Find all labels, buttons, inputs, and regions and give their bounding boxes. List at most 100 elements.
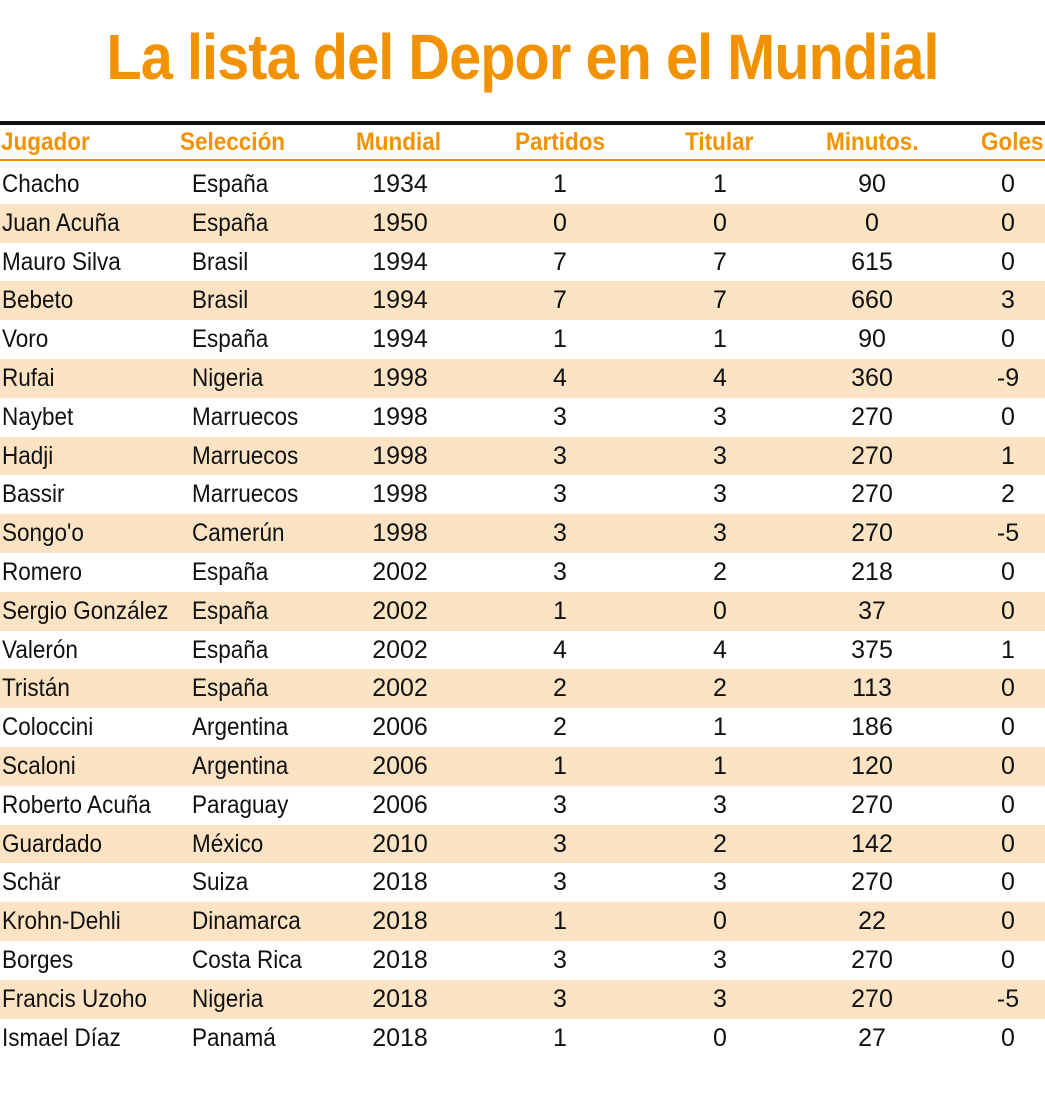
cell-partidos: 0 (553, 208, 567, 237)
cell-titular: 1 (713, 751, 727, 780)
table-row: Juan Acuña España 1950 0 0 0 0 (0, 203, 1045, 243)
cell-titular: 2 (713, 829, 727, 858)
cell-titular: 7 (713, 247, 727, 276)
cell-goles: 0 (1001, 325, 1015, 354)
cell-goles: 0 (1001, 674, 1015, 703)
cell-jugador: Francis Uzoho (2, 984, 148, 1013)
cell-minutos: 375 (851, 635, 893, 664)
cell-goles: 0 (1001, 208, 1015, 237)
cell-minutos: 270 (851, 519, 893, 548)
cell-mundial: 2018 (372, 945, 428, 974)
cell-jugador: Romero (2, 557, 83, 586)
table-row: Valerón España 2002 4 4 375 1 (0, 631, 1045, 670)
cell-minutos: 270 (851, 790, 893, 819)
cell-mundial: 2006 (372, 713, 428, 742)
cell-goles: 0 (1001, 1023, 1015, 1052)
table-row: Francis Uzoho Nigeria 2018 3 3 270 -5 (0, 979, 1045, 1019)
cell-partidos: 3 (553, 557, 567, 586)
cell-partidos: 1 (553, 907, 567, 936)
cell-seleccion: Marruecos (192, 441, 299, 470)
cell-jugador: Mauro Silva (2, 247, 121, 276)
cell-mundial: 1994 (372, 286, 428, 315)
header-jugador: Jugador (1, 128, 90, 156)
cell-seleccion: Marruecos (192, 480, 299, 509)
table-row: Hadji Marruecos 1998 3 3 270 1 (0, 436, 1045, 476)
table-row: Bebeto Brasil 1994 7 7 660 3 (0, 281, 1045, 321)
cell-minutos: 218 (851, 557, 893, 586)
cell-jugador: Schär (2, 868, 61, 897)
cell-partidos: 3 (553, 480, 567, 509)
cell-partidos: 3 (553, 441, 567, 470)
cell-jugador: Tristán (2, 674, 70, 703)
table-row: Coloccini Argentina 2006 2 1 186 0 (0, 708, 1045, 747)
cell-goles: -5 (996, 519, 1020, 548)
table-body: Chacho España 1934 1 1 90 0 Juan Acuña España 195… (0, 165, 1045, 1057)
cell-goles: -9 (996, 363, 1020, 392)
cell-seleccion: España (192, 170, 269, 198)
cell-partidos: 7 (553, 286, 567, 315)
cell-minutos: 27 (858, 1023, 886, 1052)
table-row: Sergio González España 2002 1 0 37 0 (0, 591, 1045, 631)
cell-partidos: 7 (553, 247, 567, 276)
cell-minutos: 0 (865, 208, 879, 237)
cell-partidos: 2 (553, 674, 567, 703)
cell-titular: 1 (713, 325, 727, 354)
table-row: Krohn-Dehli Dinamarca 2018 1 0 22 0 (0, 902, 1045, 941)
cell-goles: 0 (1001, 713, 1015, 742)
cell-titular: 2 (713, 674, 727, 703)
cell-titular: 0 (713, 907, 727, 936)
cell-jugador: Krohn-Dehli (2, 907, 121, 936)
header-seleccion: Selección (180, 128, 286, 156)
cell-jugador: Roberto Acuña (2, 790, 151, 819)
cell-titular: 2 (713, 557, 727, 586)
table-row: Bassir Marruecos 1998 3 3 270 2 (0, 475, 1045, 514)
cell-titular: 3 (713, 402, 727, 431)
cell-goles: 0 (1001, 868, 1015, 897)
cell-titular: 7 (713, 286, 727, 315)
header-goles: Goles (981, 128, 1044, 156)
cell-minutos: 270 (851, 984, 893, 1013)
cell-seleccion: Dinamarca (192, 907, 301, 936)
cell-seleccion: Argentina (192, 713, 289, 742)
cell-partidos: 2 (553, 713, 567, 742)
cell-titular: 0 (713, 208, 727, 237)
cell-mundial: 1994 (372, 325, 428, 354)
cell-goles: 2 (1001, 480, 1015, 509)
cell-titular: 3 (713, 480, 727, 509)
cell-jugador: Songo'o (2, 519, 84, 548)
header-mundial: Mundial (356, 128, 441, 156)
cell-seleccion: España (192, 557, 269, 586)
cell-minutos: 37 (858, 596, 886, 625)
cell-partidos: 3 (553, 829, 567, 858)
cell-minutos: 270 (851, 402, 893, 431)
header-titular: Titular (685, 128, 754, 156)
cell-jugador: Borges (2, 945, 74, 974)
cell-minutos: 360 (851, 363, 893, 392)
table-row: Schär Suiza 2018 3 3 270 0 (0, 863, 1045, 902)
table-row: Mauro Silva Brasil 1994 7 7 615 0 (0, 243, 1045, 282)
cell-seleccion: México (192, 829, 264, 858)
cell-goles: 0 (1001, 596, 1015, 625)
table-row: Chacho España 1934 1 1 90 0 (0, 165, 1045, 204)
cell-partidos: 3 (553, 945, 567, 974)
cell-jugador: Sergio González (2, 596, 169, 625)
cell-seleccion: Brasil (192, 286, 249, 315)
cell-partidos: 1 (553, 596, 567, 625)
cell-minutos: 615 (851, 247, 893, 276)
page-title: La lista del Depor en el Mundial (106, 21, 939, 93)
cell-seleccion: Marruecos (192, 402, 299, 431)
cell-minutos: 660 (851, 286, 893, 315)
table-row: Voro España 1994 1 1 90 0 (0, 320, 1045, 359)
table-row: Borges Costa Rica 2018 3 3 270 0 (0, 941, 1045, 980)
cell-seleccion: Camerún (192, 519, 285, 548)
cell-seleccion: España (192, 635, 269, 664)
cell-goles: 3 (1001, 286, 1015, 315)
table-row: Naybet Marruecos 1998 3 3 270 0 (0, 398, 1045, 437)
cell-minutos: 120 (851, 751, 893, 780)
cell-goles: 0 (1001, 402, 1015, 431)
header-partidos: Partidos (515, 128, 606, 156)
cell-jugador: Bebeto (2, 286, 74, 315)
cell-jugador: Valerón (2, 635, 78, 664)
table-row: Scaloni Argentina 2006 1 1 120 0 (0, 746, 1045, 786)
cell-partidos: 3 (553, 790, 567, 819)
